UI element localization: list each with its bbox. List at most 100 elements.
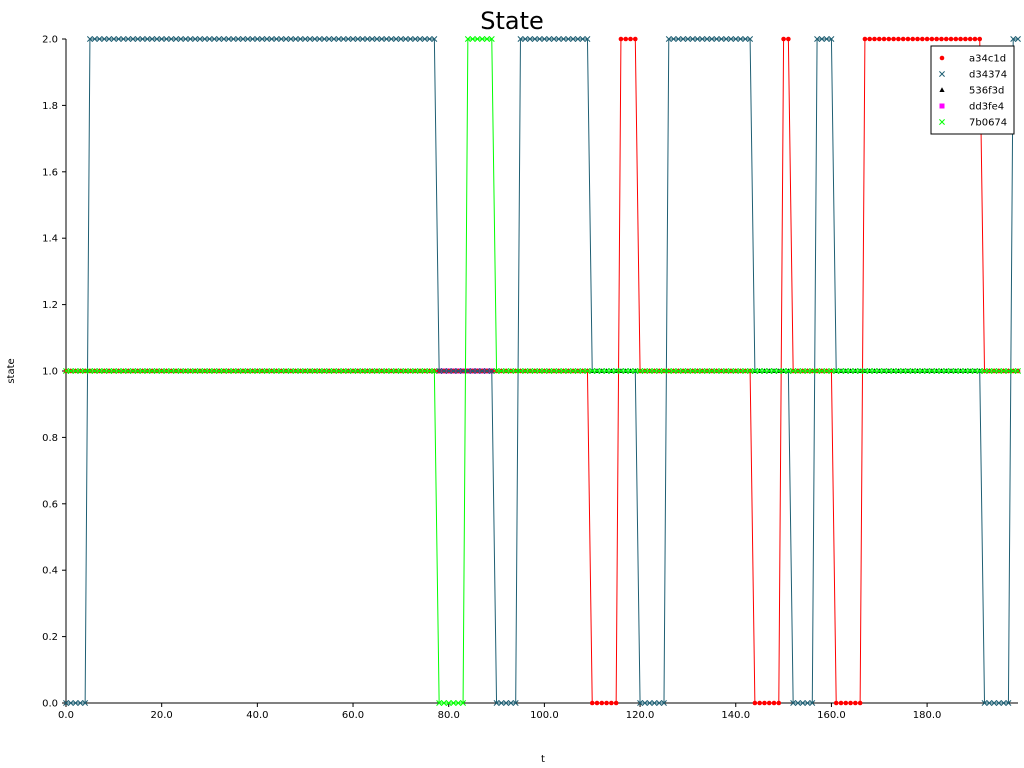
data-point — [967, 368, 974, 374]
data-point — [364, 368, 371, 374]
data-point — [316, 36, 323, 42]
data-point — [464, 368, 471, 374]
data-point — [608, 368, 615, 374]
data-point — [890, 368, 897, 374]
data-point — [101, 36, 108, 42]
data-point — [369, 36, 376, 42]
data-point — [125, 36, 132, 42]
data-point — [130, 36, 136, 42]
data-point — [895, 368, 902, 374]
data-point — [297, 368, 304, 374]
data-point — [173, 36, 179, 42]
data-point — [814, 368, 821, 374]
data-point — [699, 36, 706, 42]
data-point — [618, 36, 624, 42]
x-axis-label: t — [541, 754, 545, 765]
data-point — [63, 368, 69, 374]
legend-label: d34374 — [969, 70, 1007, 81]
data-point — [790, 368, 797, 374]
data-point — [82, 368, 89, 374]
data-point — [101, 368, 108, 374]
data-point — [723, 36, 730, 42]
data-point — [144, 36, 151, 42]
data-point — [891, 36, 896, 42]
data-point — [527, 368, 533, 374]
data-point — [953, 36, 959, 42]
data-point — [330, 36, 337, 42]
data-point — [943, 36, 949, 42]
data-point — [244, 368, 251, 374]
data-point — [661, 368, 667, 374]
data-point — [747, 368, 754, 374]
data-point — [977, 36, 983, 42]
data-point — [493, 700, 500, 706]
data-point — [388, 36, 395, 42]
data-point — [948, 36, 954, 42]
data-point — [450, 700, 457, 706]
data-point — [249, 368, 256, 374]
data-point — [106, 36, 113, 42]
data-point — [934, 36, 939, 42]
data-point — [1015, 368, 1021, 374]
data-point — [321, 36, 328, 42]
data-point — [259, 368, 266, 374]
data-point — [77, 700, 84, 706]
y-tick-label: 1.4 — [42, 234, 58, 245]
data-point — [680, 368, 687, 374]
data-point — [134, 368, 141, 374]
data-point — [881, 368, 888, 374]
data-point — [498, 700, 505, 706]
data-point — [512, 368, 519, 374]
data-point — [206, 36, 213, 42]
data-point — [91, 36, 98, 42]
data-point — [225, 36, 232, 42]
data-point — [374, 368, 380, 374]
data-point — [656, 368, 663, 374]
data-point — [732, 36, 739, 42]
data-point — [220, 36, 227, 42]
data-point — [598, 368, 605, 374]
data-point — [752, 700, 758, 706]
data-point — [474, 36, 481, 42]
data-point — [594, 368, 600, 374]
data-point — [316, 368, 323, 374]
data-point — [249, 36, 256, 42]
data-point — [311, 36, 318, 42]
data-point — [340, 368, 347, 374]
data-point — [163, 368, 170, 374]
data-point — [551, 368, 557, 374]
data-point — [153, 368, 160, 374]
data-point — [546, 36, 553, 42]
data-point — [330, 368, 337, 374]
data-point — [876, 368, 883, 374]
legend-marker — [939, 87, 945, 92]
data-point — [493, 368, 500, 374]
data-point — [393, 368, 400, 374]
data-point — [110, 368, 117, 374]
data-point — [283, 368, 290, 374]
data-point — [689, 368, 696, 374]
data-point — [775, 368, 782, 374]
data-point — [579, 368, 586, 374]
data-point — [991, 700, 998, 706]
data-point — [924, 36, 930, 42]
data-point — [933, 368, 940, 374]
data-point — [474, 368, 481, 374]
data-point — [417, 368, 423, 374]
data-point — [656, 700, 663, 706]
data-point — [929, 36, 935, 42]
data-point — [397, 368, 404, 374]
data-point — [704, 368, 710, 374]
data-point — [570, 368, 577, 374]
data-point — [163, 36, 170, 42]
data-point — [522, 368, 529, 374]
data-point — [939, 36, 944, 42]
data-point — [63, 700, 69, 706]
data-point — [637, 700, 644, 706]
data-point — [809, 700, 816, 706]
data-point — [440, 368, 447, 374]
data-point — [350, 36, 356, 42]
data-point — [957, 368, 964, 374]
data-point — [407, 36, 414, 42]
